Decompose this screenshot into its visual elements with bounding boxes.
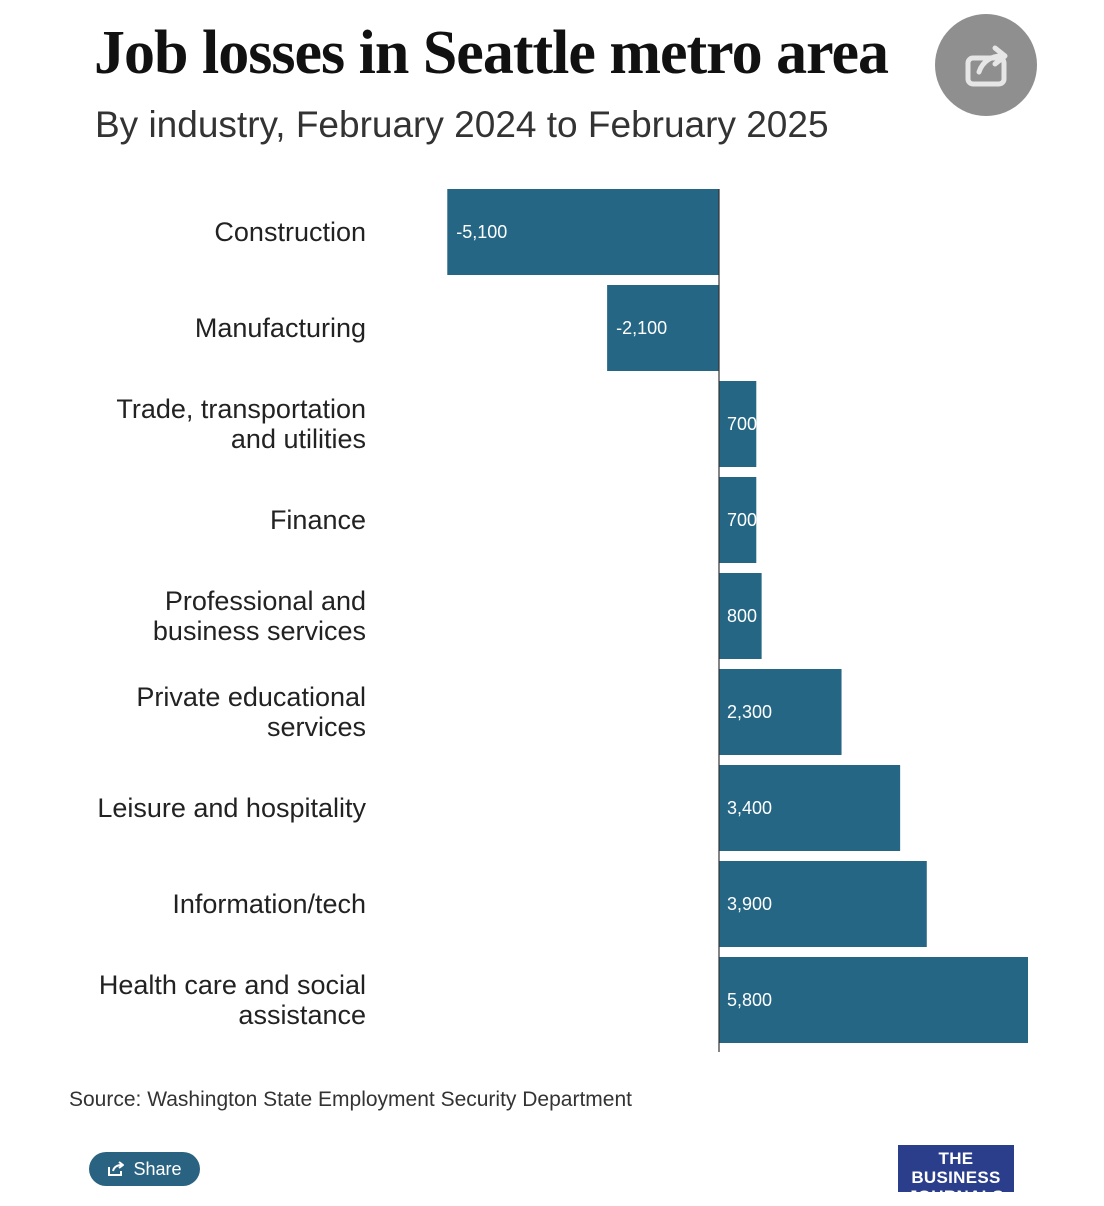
floating-share-button[interactable] — [935, 14, 1037, 116]
value-label: 5,800 — [727, 990, 772, 1010]
value-label: 700 — [727, 414, 757, 434]
category-label: Construction — [214, 217, 366, 247]
value-label: 800 — [727, 606, 757, 626]
bar — [719, 381, 757, 467]
category-label: Professional and business services — [153, 586, 366, 646]
share-button-label: Share — [133, 1158, 182, 1179]
category-label: Information/tech — [172, 889, 366, 919]
value-label: 3,900 — [727, 894, 772, 914]
business-journals-logo: THE BUSINESS JOURNALS — [898, 1145, 1014, 1206]
source-note: Source: Washington State Employment Secu… — [69, 1088, 632, 1111]
chart-title: Job losses in Seattle metro area — [94, 19, 889, 87]
category-label: Health care and social assistance — [99, 970, 366, 1030]
bar — [719, 765, 901, 851]
bar — [719, 669, 842, 755]
value-label: -5,100 — [456, 222, 507, 242]
logo-line-2: JOURNALS — [908, 1187, 1004, 1206]
category-label: Private educational services — [136, 682, 366, 742]
bar — [447, 189, 719, 275]
share-box-icon — [108, 1161, 125, 1176]
value-label: -2,100 — [616, 318, 667, 338]
category-label: Manufacturing — [195, 313, 366, 343]
logo-line-1: THE BUSINESS — [911, 1149, 1001, 1187]
chart-subtitle: By industry, February 2024 to February 2… — [95, 104, 829, 145]
value-label: 3,400 — [727, 798, 772, 818]
share-button[interactable]: Share — [89, 1152, 200, 1186]
bar — [719, 477, 757, 563]
category-label: Finance — [270, 505, 366, 535]
bar — [719, 957, 1028, 1043]
bar-chart: -5,100 Construction -2,100 Manufacturing 700… — [97, 189, 1028, 1052]
value-label: 2,300 — [727, 702, 772, 722]
value-label: 700 — [727, 510, 757, 530]
bar — [719, 573, 762, 659]
bar — [719, 861, 927, 947]
bar — [607, 285, 719, 371]
category-label: Trade, transportation and utilities — [116, 394, 366, 454]
category-label: Leisure and hospitality — [97, 793, 366, 823]
share-arrow-icon — [965, 45, 1008, 87]
